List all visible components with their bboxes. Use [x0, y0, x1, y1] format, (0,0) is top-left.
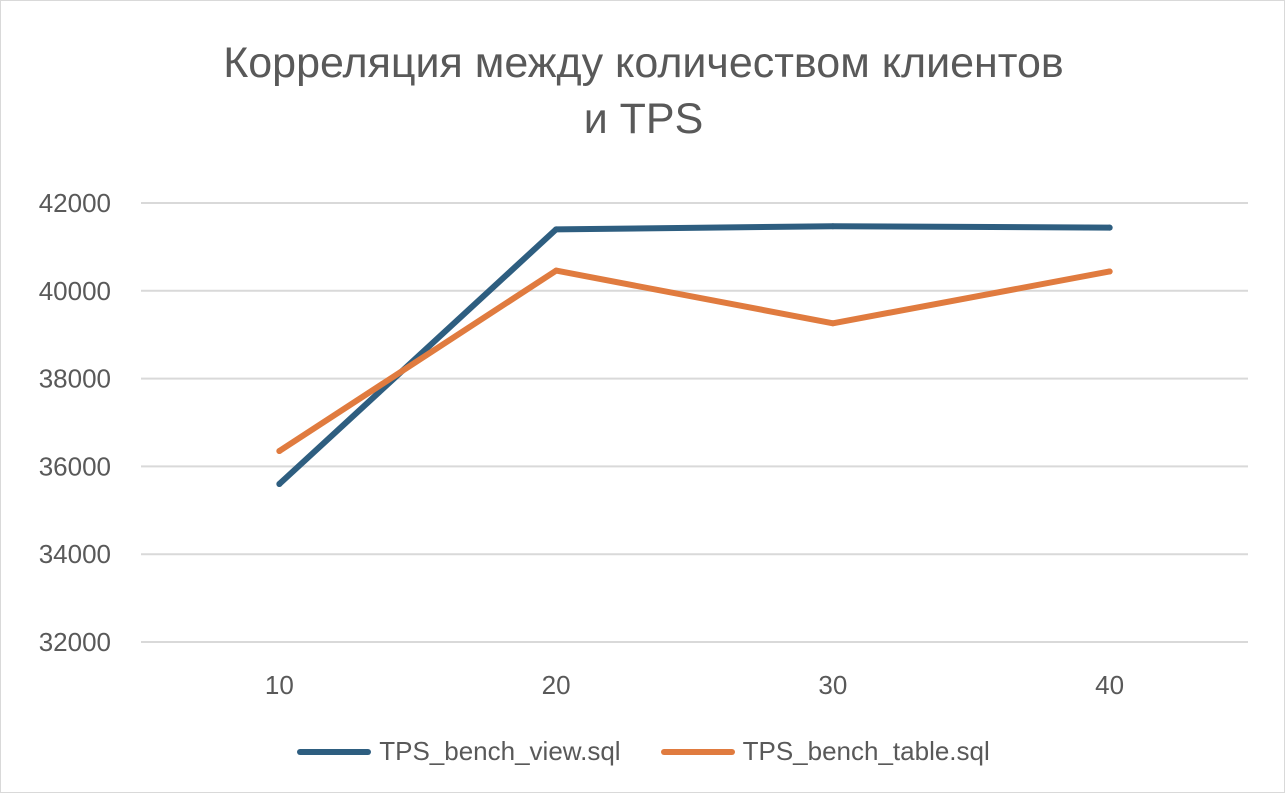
chart-title-line-2: и TPS [583, 95, 704, 143]
y-tick-label: 42000 [39, 188, 111, 218]
x-tick-label: 40 [1095, 670, 1124, 700]
y-tick-label: 36000 [39, 451, 111, 481]
y-tick-label: 32000 [39, 627, 111, 657]
legend-label: TPS_bench_view.sql [379, 736, 621, 766]
data-point [1106, 268, 1113, 275]
y-tick-label: 38000 [39, 364, 111, 394]
data-point [276, 480, 283, 487]
data-point [1106, 224, 1113, 231]
x-tick-label: 20 [542, 670, 571, 700]
x-tick-label: 10 [265, 670, 294, 700]
data-point [276, 448, 283, 455]
chart-title: Корреляция между количеством клиентов и … [1, 35, 1285, 147]
y-tick-label: 40000 [39, 276, 111, 306]
data-point [553, 226, 560, 233]
legend: TPS_bench_view.sql TPS_bench_table.sql [1, 736, 1285, 767]
legend-swatch [660, 748, 735, 755]
data-point [829, 320, 836, 327]
series-line-2 [276, 267, 1113, 455]
legend-item: TPS_bench_table.sql [660, 736, 990, 767]
data-point [829, 223, 836, 230]
y-tick-label: 34000 [39, 539, 111, 569]
data-point [553, 267, 560, 274]
series-line-1 [276, 223, 1113, 487]
legend-label: TPS_bench_table.sql [742, 736, 990, 766]
legend-item: TPS_bench_view.sql [297, 736, 621, 767]
x-tick-label: 30 [818, 670, 847, 700]
chart-title-line-1: Корреляция между количеством клиентов [223, 39, 1064, 87]
legend-swatch [297, 748, 372, 755]
